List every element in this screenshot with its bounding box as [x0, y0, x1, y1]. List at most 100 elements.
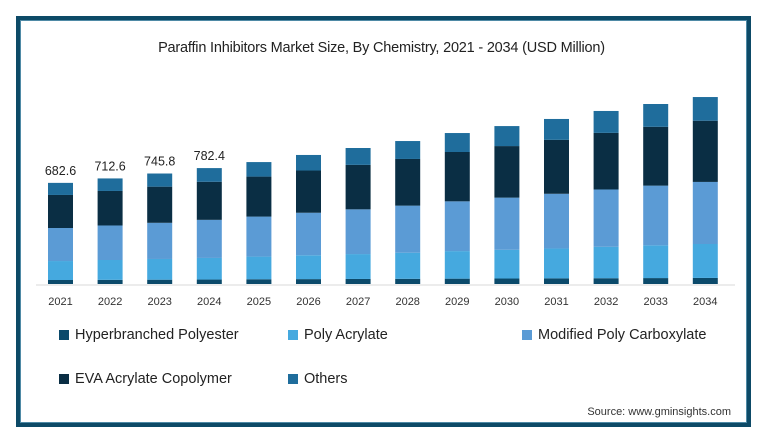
bar-segment-eva-acrylate-copolymer-2022 — [97, 190, 123, 226]
bar-segment-others-2023 — [147, 173, 173, 187]
bar-segment-modified-poly-carboxylate-2031 — [544, 193, 569, 249]
bar-segment-eva-acrylate-copolymer-2023 — [147, 186, 173, 223]
bar-segment-hyperbranched-polyester-2021 — [48, 280, 73, 284]
bar-segment-modified-poly-carboxylate-2024 — [196, 219, 222, 258]
x-tick-label: 2029 — [445, 296, 469, 308]
bar-segment-eva-acrylate-copolymer-2032 — [593, 132, 619, 190]
total-data-label: 682.6 — [45, 164, 76, 178]
bar-segment-poly-acrylate-2031 — [544, 248, 569, 279]
bar-segment-hyperbranched-polyester-2027 — [345, 278, 371, 284]
x-tick-label: 2028 — [395, 296, 419, 308]
legend-swatch — [522, 330, 532, 340]
x-tick-label: 2025 — [247, 296, 271, 308]
bar-segment-modified-poly-carboxylate-2030 — [494, 197, 520, 250]
bar-segment-modified-poly-carboxylate-2034 — [692, 181, 718, 244]
bar-segment-poly-acrylate-2033 — [643, 245, 669, 279]
legend-swatch — [59, 374, 69, 384]
x-tick-label: 2030 — [495, 296, 519, 308]
bar-segment-others-2034 — [692, 97, 718, 121]
bar-segment-others-2022 — [97, 178, 123, 191]
x-tick-label: 2023 — [147, 296, 171, 308]
bar-segment-others-2028 — [395, 141, 421, 159]
bar-segment-poly-acrylate-2030 — [494, 249, 520, 279]
bar-segment-others-2031 — [544, 118, 569, 140]
bar-segment-hyperbranched-polyester-2032 — [593, 278, 619, 284]
bar-segment-modified-poly-carboxylate-2023 — [147, 222, 173, 259]
bar-segment-hyperbranched-polyester-2022 — [97, 279, 123, 284]
x-tick-label: 2022 — [98, 296, 122, 308]
bar-segment-eva-acrylate-copolymer-2027 — [345, 164, 371, 210]
bar-segment-eva-acrylate-copolymer-2034 — [692, 120, 718, 182]
bar-segment-others-2027 — [345, 148, 371, 165]
bar-segment-hyperbranched-polyester-2023 — [147, 279, 173, 284]
total-data-label: 745.8 — [144, 155, 175, 169]
bar-segment-others-2029 — [444, 133, 470, 152]
bar-segment-others-2032 — [593, 110, 619, 133]
bar-segment-hyperbranched-polyester-2024 — [196, 279, 222, 284]
legend-label: Others — [304, 371, 348, 387]
bar-segment-eva-acrylate-copolymer-2026 — [296, 170, 321, 213]
legend-swatch — [288, 330, 298, 340]
bar-segment-poly-acrylate-2028 — [395, 252, 421, 279]
bar-segment-hyperbranched-polyester-2025 — [246, 279, 272, 284]
bar-segment-poly-acrylate-2025 — [246, 256, 272, 280]
bar-segment-poly-acrylate-2032 — [593, 246, 619, 279]
x-tick-label: 2027 — [346, 296, 370, 308]
x-tick-label: 2034 — [693, 296, 717, 308]
bar-segment-hyperbranched-polyester-2026 — [296, 279, 321, 284]
bar-segment-eva-acrylate-copolymer-2029 — [444, 152, 470, 202]
legend-item-hyperbranched-polyester: Hyperbranched Polyester — [59, 327, 239, 343]
bar-segment-poly-acrylate-2023 — [147, 258, 173, 280]
bar-segment-hyperbranched-polyester-2030 — [494, 278, 520, 284]
bar-segment-modified-poly-carboxylate-2028 — [395, 205, 421, 253]
bar-segment-others-2030 — [494, 126, 520, 147]
legend-swatch — [288, 374, 298, 384]
bar-segment-hyperbranched-polyester-2031 — [544, 278, 569, 284]
legend-item-modified-poly-carboxylate: Modified Poly Carboxylate — [522, 327, 706, 343]
bar-segment-eva-acrylate-copolymer-2028 — [395, 158, 421, 206]
x-tick-label: 2021 — [48, 296, 72, 308]
bar-segment-poly-acrylate-2022 — [97, 260, 123, 280]
legend-item-others: Others — [288, 371, 348, 387]
legend-label: EVA Acrylate Copolymer — [75, 371, 232, 387]
bar-segment-poly-acrylate-2026 — [296, 255, 321, 280]
bar-segment-modified-poly-carboxylate-2029 — [444, 201, 470, 252]
bar-segment-modified-poly-carboxylate-2033 — [643, 185, 669, 246]
x-tick-label: 2026 — [296, 296, 320, 308]
bar-segment-poly-acrylate-2027 — [345, 254, 371, 279]
bar-segment-others-2025 — [246, 162, 272, 177]
legend-swatch — [59, 330, 69, 340]
bar-segment-others-2033 — [643, 104, 669, 127]
bar-segment-others-2024 — [196, 168, 222, 182]
legend-label: Modified Poly Carboxylate — [538, 327, 707, 343]
bar-segment-hyperbranched-polyester-2028 — [395, 278, 421, 284]
legend-label: Hyperbranched Polyester — [75, 327, 239, 343]
bar-segment-hyperbranched-polyester-2034 — [692, 277, 718, 284]
bar-segment-hyperbranched-polyester-2029 — [444, 278, 470, 284]
chart-title: Paraffin Inhibitors Market Size, By Chem… — [158, 40, 605, 56]
bar-segment-eva-acrylate-copolymer-2033 — [643, 126, 669, 186]
bar-segment-poly-acrylate-2024 — [196, 257, 222, 280]
bar-segment-modified-poly-carboxylate-2021 — [48, 228, 73, 262]
bar-segment-poly-acrylate-2029 — [444, 251, 470, 279]
bar-segment-modified-poly-carboxylate-2026 — [296, 212, 321, 256]
bar-segment-modified-poly-carboxylate-2022 — [97, 225, 123, 260]
bar-segment-eva-acrylate-copolymer-2030 — [494, 146, 520, 198]
total-data-label: 782.4 — [194, 149, 225, 163]
bar-segment-others-2026 — [296, 154, 321, 171]
bar-segment-eva-acrylate-copolymer-2024 — [196, 181, 222, 220]
bar-segment-hyperbranched-polyester-2033 — [643, 278, 669, 284]
x-tick-label: 2031 — [544, 296, 568, 308]
bar-segment-modified-poly-carboxylate-2027 — [345, 209, 371, 255]
legend-label: Poly Acrylate — [304, 327, 388, 343]
bar-segment-eva-acrylate-copolymer-2021 — [48, 194, 73, 228]
legend-item-eva-acrylate-copolymer: EVA Acrylate Copolymer — [59, 371, 232, 387]
source-note: Source: www.gminsights.com — [587, 406, 731, 418]
bar-segment-poly-acrylate-2021 — [48, 261, 73, 280]
x-tick-label: 2024 — [197, 296, 221, 308]
bar-segment-eva-acrylate-copolymer-2031 — [544, 139, 569, 194]
bar-segment-modified-poly-carboxylate-2032 — [593, 189, 619, 247]
chart-frame — [16, 16, 751, 427]
bar-segment-poly-acrylate-2034 — [692, 244, 718, 278]
